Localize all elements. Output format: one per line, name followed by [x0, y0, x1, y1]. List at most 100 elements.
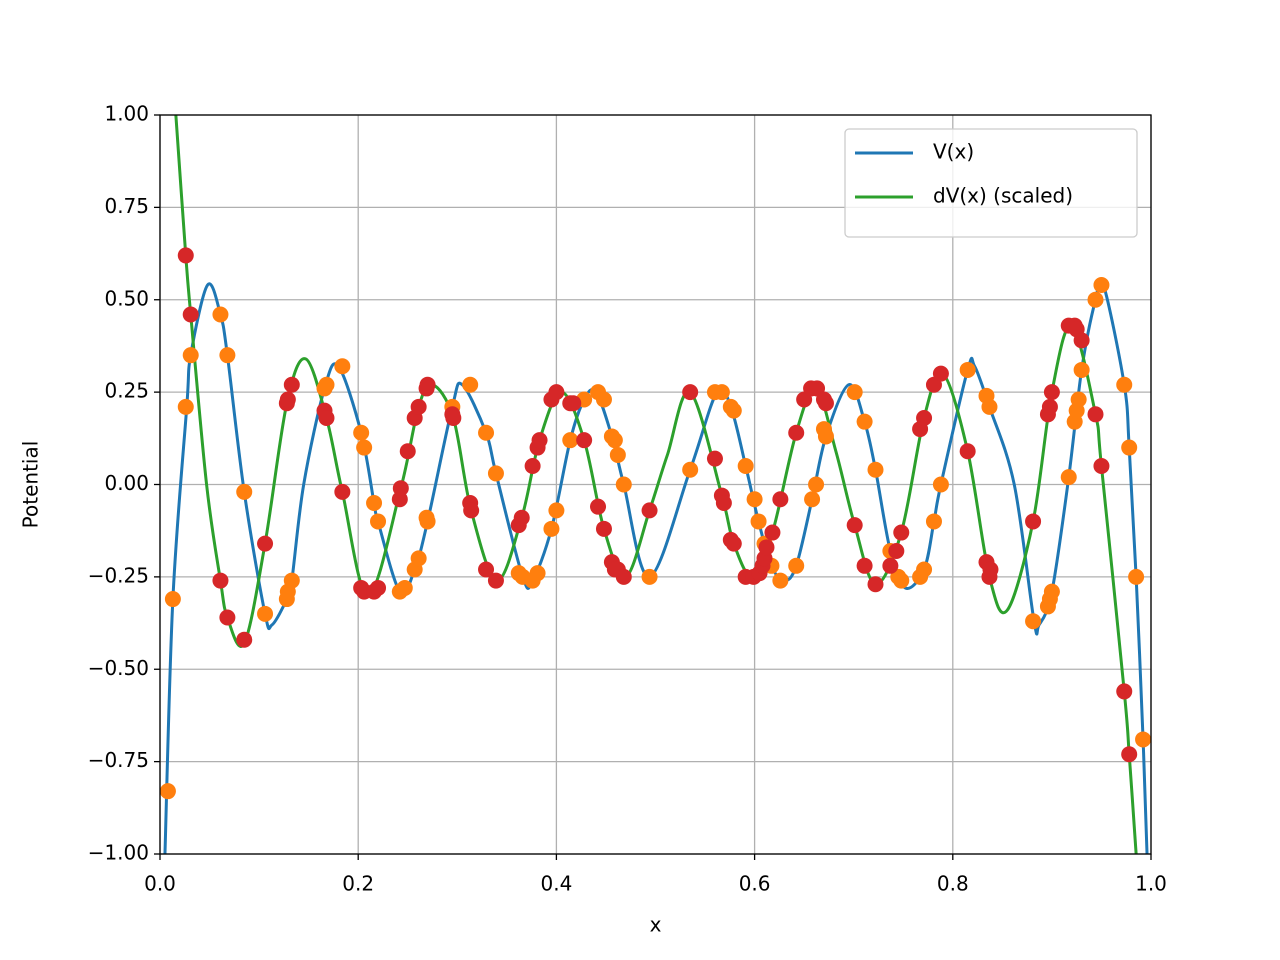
- data-point: [682, 461, 699, 478]
- data-point: [392, 480, 409, 497]
- data-point: [595, 391, 612, 408]
- plot-area: [160, 115, 1151, 854]
- data-point: [725, 535, 742, 552]
- data-point: [641, 568, 658, 585]
- data-point: [1116, 683, 1133, 700]
- data-point: [1073, 361, 1090, 378]
- data-point: [1025, 613, 1042, 630]
- data-point: [1121, 439, 1138, 456]
- data-point: [916, 409, 933, 426]
- data-point: [236, 483, 253, 500]
- data-point: [334, 483, 351, 500]
- data-point: [1043, 583, 1060, 600]
- data-point: [1070, 391, 1087, 408]
- data-point: [925, 513, 942, 530]
- data-point: [595, 520, 612, 537]
- data-point: [1043, 384, 1060, 401]
- data-point: [257, 535, 274, 552]
- data-point: [487, 465, 504, 482]
- data-point: [462, 376, 479, 393]
- data-point: [1073, 332, 1090, 349]
- data-point: [615, 476, 632, 493]
- x-tick-label: 0.8: [937, 872, 969, 896]
- data-point: [177, 247, 194, 264]
- data-point: [279, 391, 296, 408]
- data-point: [893, 572, 910, 589]
- ticks: 0.0 0.2 0.4 0.6 0.8 1.0 −1.00 −0.75 −0.50 −0.25 0.…: [88, 102, 1167, 896]
- x-tick-label: 0.2: [342, 872, 374, 896]
- data-point: [856, 413, 873, 430]
- data-point: [478, 424, 495, 441]
- data-point: [882, 557, 899, 574]
- data-point: [772, 572, 789, 589]
- y-axis-label: Potential: [19, 441, 43, 529]
- y-tick-label: 0.25: [104, 379, 149, 403]
- data-point: [212, 306, 229, 323]
- data-point: [370, 513, 387, 530]
- y-tick-label: 0.00: [104, 471, 149, 495]
- data-point: [283, 572, 300, 589]
- y-tick-label: −0.25: [88, 563, 149, 587]
- data-point: [609, 446, 626, 463]
- data-point: [576, 432, 593, 449]
- data-point: [590, 498, 607, 515]
- data-point: [543, 520, 560, 537]
- data-point: [758, 539, 775, 556]
- data-point: [1135, 731, 1151, 748]
- data-point: [808, 476, 825, 493]
- data-point: [410, 398, 427, 415]
- data-point: [715, 494, 732, 511]
- data-point: [1093, 276, 1110, 293]
- data-point: [888, 543, 905, 560]
- x-tick-label: 1.0: [1135, 872, 1167, 896]
- data-point: [463, 502, 480, 519]
- data-point: [410, 550, 427, 567]
- data-point: [1116, 376, 1133, 393]
- data-point: [318, 376, 335, 393]
- data-point: [713, 384, 730, 401]
- data-point: [353, 424, 370, 441]
- data-point: [981, 398, 998, 415]
- y-tick-label: −1.00: [88, 841, 149, 865]
- data-point: [548, 384, 565, 401]
- data-point: [445, 409, 462, 426]
- y-tick-label: −0.50: [88, 656, 149, 680]
- data-point: [531, 432, 548, 449]
- x-tick-label: 0.6: [739, 872, 771, 896]
- y-tick-label: 0.50: [104, 286, 149, 310]
- data-point: [160, 783, 176, 800]
- data-point: [893, 524, 910, 541]
- data-point: [856, 557, 873, 574]
- data-point: [257, 605, 274, 622]
- legend-box: [844, 128, 1138, 238]
- legend-label: dV(x) (scaled): [933, 184, 1073, 208]
- data-point: [524, 458, 541, 475]
- data-point: [615, 568, 632, 585]
- series-line: [174, 115, 1138, 854]
- data-point: [725, 402, 742, 419]
- data-point: [1087, 291, 1104, 308]
- data-point: [1128, 568, 1145, 585]
- data-point: [959, 443, 976, 460]
- x-axis-label: x: [650, 913, 662, 937]
- x-tick-label: 0.4: [540, 872, 572, 896]
- data-point: [1121, 746, 1138, 763]
- data-point: [562, 432, 579, 449]
- data-point: [356, 439, 373, 456]
- data-point: [788, 557, 805, 574]
- data-point: [817, 395, 834, 412]
- data-point: [641, 502, 658, 519]
- data-point: [318, 409, 335, 426]
- y-tick-label: 0.75: [104, 194, 149, 218]
- data-point: [1087, 406, 1104, 423]
- data-point: [419, 513, 436, 530]
- data-point: [804, 491, 821, 508]
- data-point: [177, 398, 194, 415]
- data-point: [817, 428, 834, 445]
- data-point: [565, 395, 582, 412]
- data-point: [1060, 469, 1077, 486]
- data-point: [478, 561, 495, 578]
- data-point: [529, 565, 546, 582]
- data-point: [283, 376, 300, 393]
